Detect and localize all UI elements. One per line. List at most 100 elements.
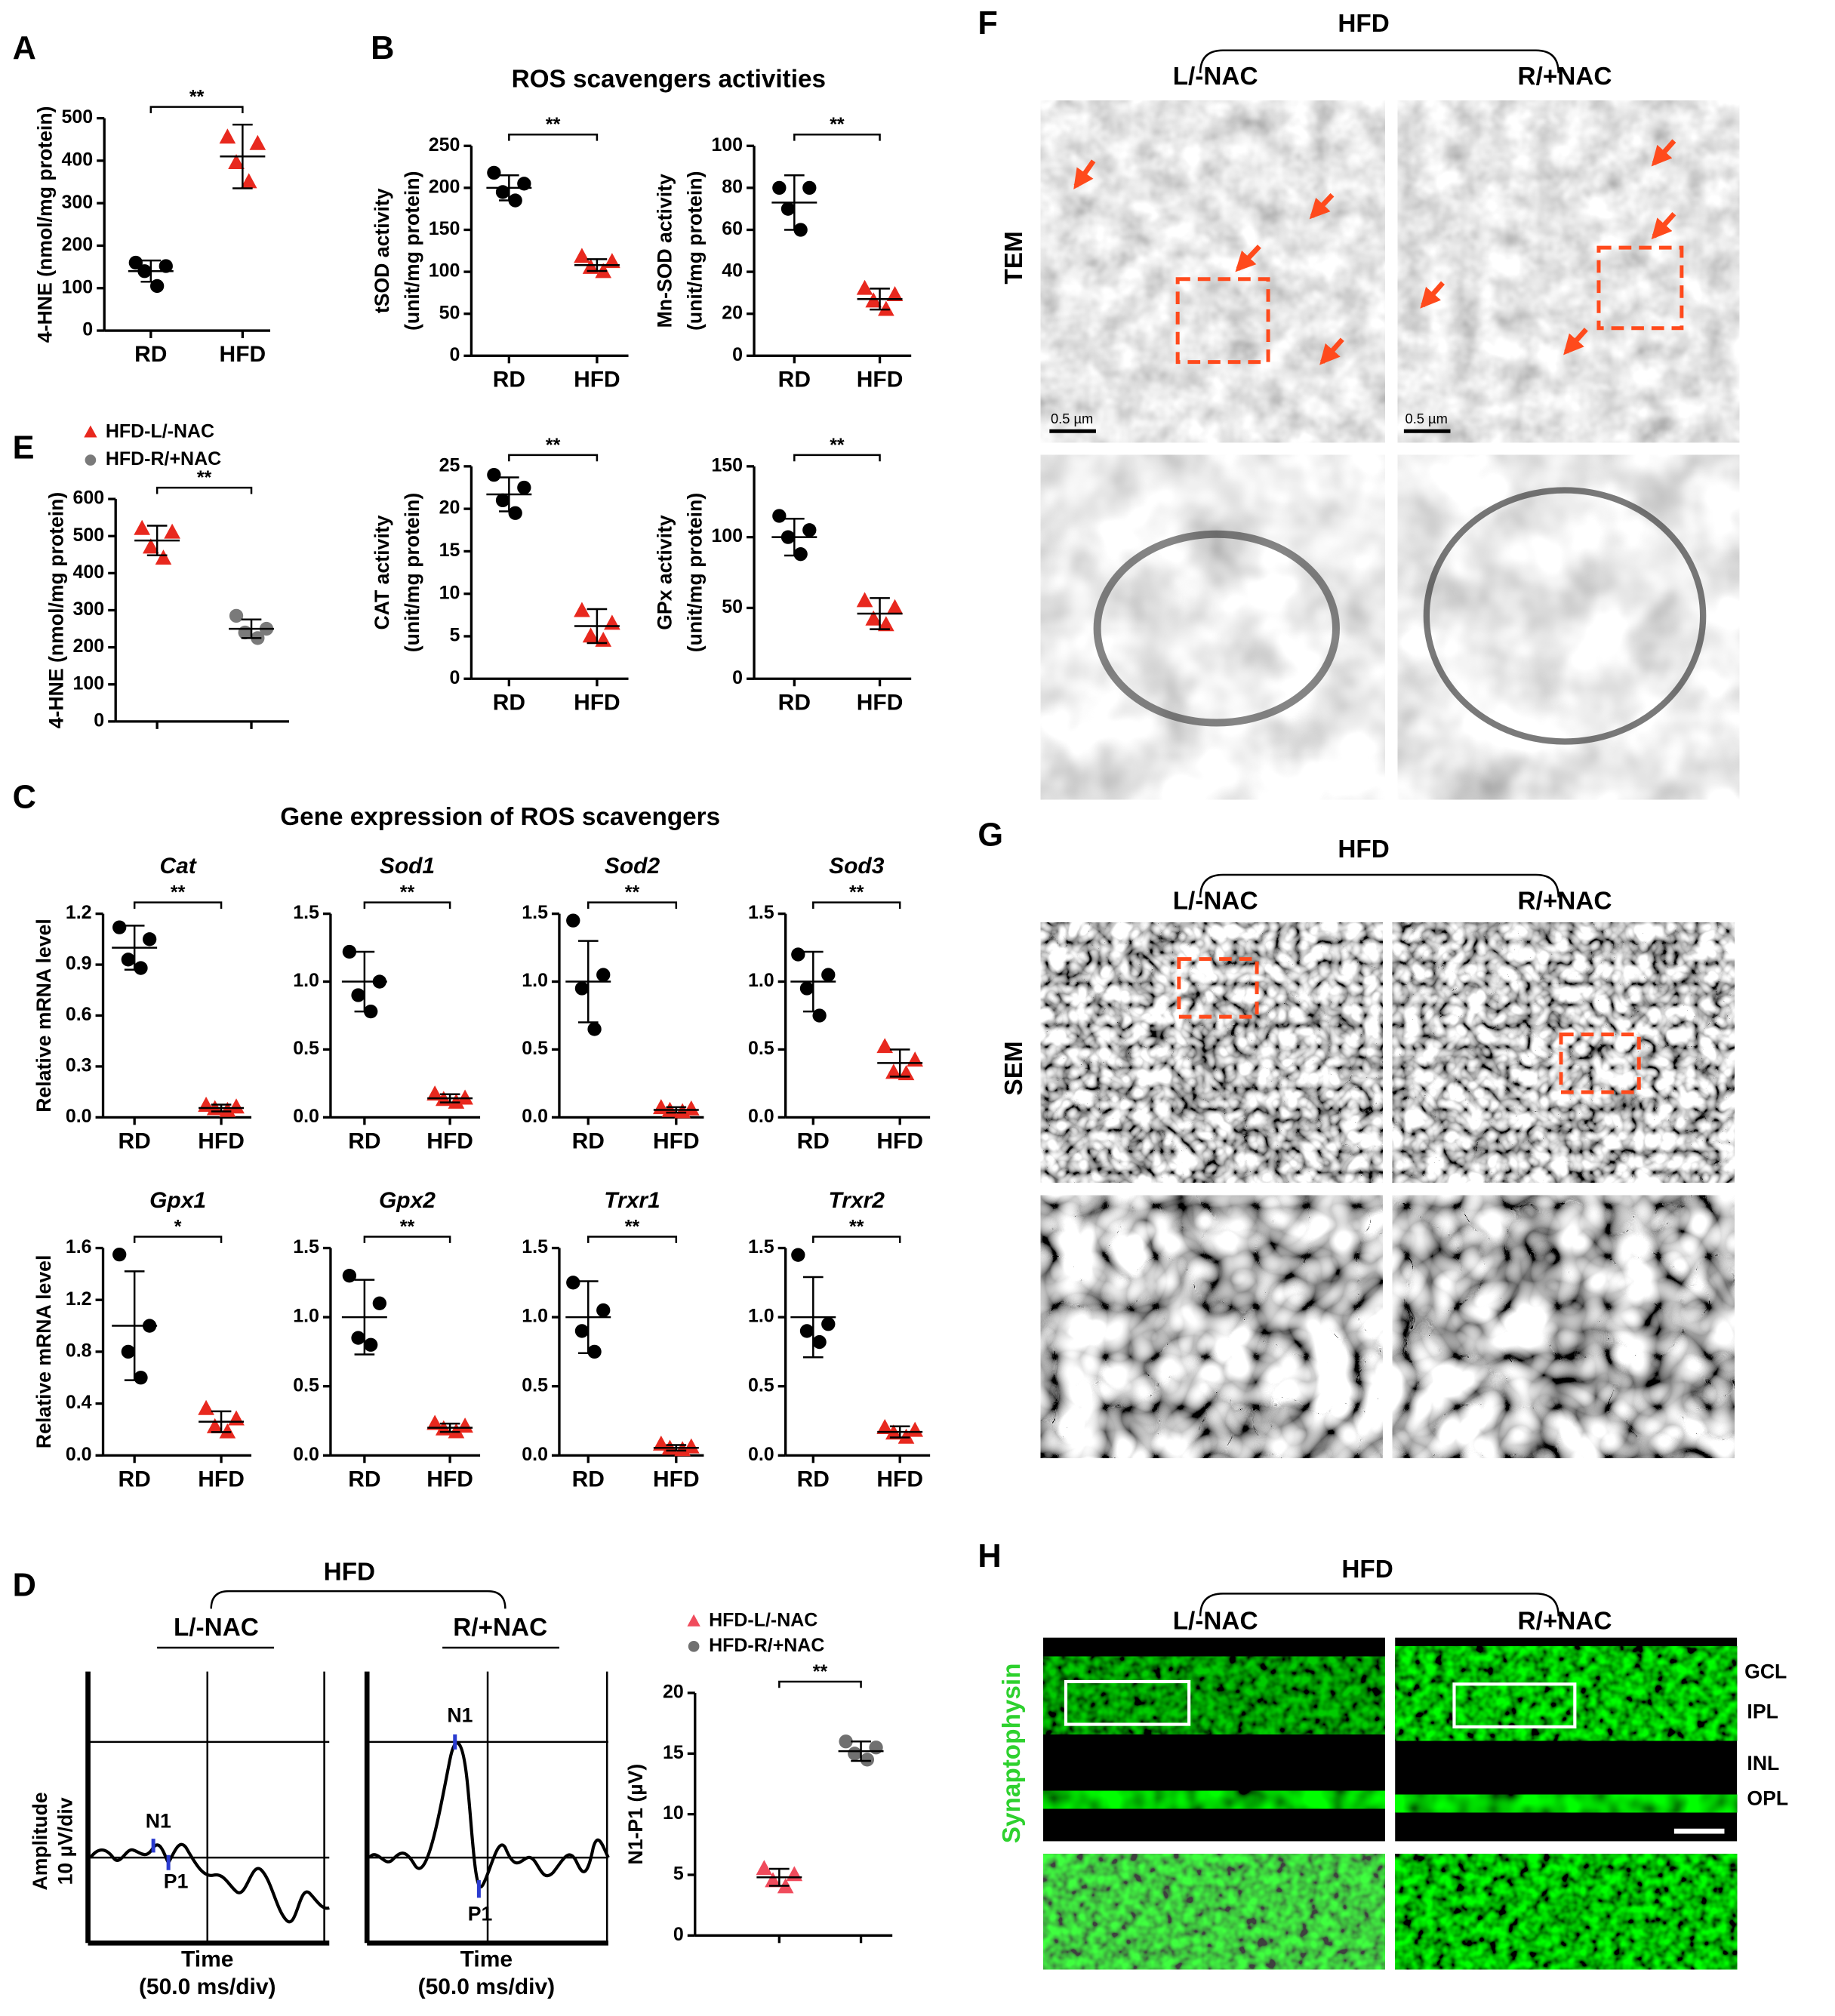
- x-tick-label: RD: [348, 1129, 380, 1154]
- y-axis-label: tSOD activity: [371, 188, 393, 313]
- y-axis-label: Relative mRNA level: [32, 919, 55, 1113]
- data-point: [228, 154, 245, 170]
- y-tick-label: 20: [439, 497, 460, 519]
- significance-label: **: [171, 882, 186, 903]
- y-tick-label: 10: [439, 582, 460, 603]
- y-axis-label: GPx activity: [654, 515, 676, 630]
- significance-label: **: [830, 435, 845, 456]
- condition-label: L/-NAC: [1173, 1608, 1258, 1636]
- significance-label: **: [400, 1216, 415, 1237]
- data-point: [886, 599, 904, 614]
- y-tick-label: 1.5: [522, 1236, 548, 1257]
- significance-bracket: [155, 486, 253, 494]
- data-point: [448, 1423, 465, 1439]
- data-point: [128, 255, 143, 270]
- y-tick-label: 5: [673, 1864, 684, 1885]
- data-point: [765, 1872, 781, 1888]
- y-tick-label: 0: [94, 709, 104, 731]
- x-tick-label: RD: [493, 690, 525, 715]
- y-tick-label: 0.3: [66, 1055, 92, 1076]
- y-tick-label: 1.5: [748, 902, 774, 923]
- x-tick-label: HFD: [426, 1467, 473, 1491]
- y-tick-label: 150: [711, 454, 743, 476]
- y-tick-label: 0.9: [66, 953, 92, 974]
- data-point: [159, 259, 173, 273]
- y-tick-label: 0: [82, 319, 93, 340]
- x-tick-label: HFD: [857, 368, 904, 392]
- data-point: [142, 932, 157, 946]
- x-tick-label: RD: [134, 342, 167, 367]
- y-tick-label: 0.8: [66, 1340, 92, 1361]
- data-point: [878, 300, 894, 316]
- y-tick-label: 250: [429, 134, 460, 155]
- data-point: [206, 1417, 223, 1433]
- data-point: [772, 180, 787, 195]
- x-tick-label: HFD: [574, 368, 620, 392]
- group-title: Gene expression of ROS scavengers: [280, 803, 720, 831]
- bracket: [1199, 49, 1559, 73]
- y-tick-label: 0: [450, 667, 460, 688]
- chart-title: Sod2: [605, 854, 660, 879]
- legend-marker: [688, 1641, 700, 1652]
- data-point: [112, 920, 127, 934]
- y-tick-label: 400: [62, 149, 94, 171]
- y-tick-label: 25: [439, 454, 460, 476]
- y-tick-label: 100: [62, 276, 94, 297]
- data-point: [228, 1098, 245, 1114]
- data-point: [865, 610, 882, 626]
- chart-title: Trxr1: [604, 1188, 660, 1213]
- axis-label: Time: [181, 1947, 233, 1972]
- peak-label: P1: [468, 1903, 493, 1925]
- data-point: [793, 547, 808, 562]
- data-point: [142, 538, 159, 554]
- data-point: [791, 947, 805, 962]
- chart-title: Sod1: [380, 854, 435, 879]
- x-tick-label: HFD: [876, 1129, 923, 1154]
- x-tick-label: RD: [797, 1129, 830, 1154]
- legend-label: HFD-R/+NAC: [106, 448, 221, 469]
- data-point: [351, 1331, 365, 1345]
- condition-label: R/+NAC: [1518, 887, 1612, 915]
- y-tick-label: 100: [429, 260, 460, 282]
- x-tick-label: HFD: [220, 342, 266, 367]
- y-tick-label: 0.5: [522, 1374, 548, 1396]
- data-point: [448, 1093, 465, 1109]
- data-point: [582, 627, 599, 643]
- x-tick-label: HFD: [198, 1467, 245, 1491]
- data-point: [364, 1337, 378, 1352]
- x-tick-label: HFD: [653, 1467, 700, 1491]
- condition-label: R/+NAC: [1518, 1608, 1612, 1636]
- y-axis-label: Mn-SOD activity: [654, 174, 676, 328]
- y-tick-label: 1.0: [293, 970, 319, 991]
- y-tick-label: 0.4: [66, 1392, 92, 1413]
- significance-bracket: [587, 1236, 678, 1243]
- group-label: HFD: [324, 1559, 375, 1587]
- data-point: [155, 549, 172, 565]
- significance-label: **: [189, 87, 205, 108]
- data-point: [566, 1276, 580, 1290]
- chart-title: Gpx1: [149, 1188, 206, 1213]
- x-tick-label: RD: [493, 368, 525, 392]
- layer-label: OPL: [1747, 1787, 1788, 1810]
- data-point: [791, 1248, 805, 1262]
- data-point: [907, 1421, 923, 1437]
- y-tick-label: 0.0: [66, 1444, 92, 1465]
- x-tick-label: RD: [348, 1467, 380, 1491]
- y-tick-label: 80: [722, 176, 743, 197]
- y-tick-label: 1.0: [748, 970, 774, 991]
- y-axis-label: N1-P1 (µV): [624, 1764, 647, 1865]
- data-point: [164, 523, 180, 539]
- group-label: HFD: [1338, 10, 1389, 38]
- x-tick-label: HFD: [653, 1129, 700, 1154]
- significance-label: **: [546, 114, 561, 135]
- y-tick-label: 0.5: [293, 1038, 319, 1059]
- y-tick-label: 500: [62, 106, 94, 128]
- y-tick-label: 0.5: [522, 1038, 548, 1059]
- data-point: [240, 173, 257, 189]
- data-point: [682, 1438, 700, 1454]
- data-point: [587, 1022, 602, 1036]
- data-point: [856, 592, 873, 608]
- panel-letter: G: [978, 817, 1003, 853]
- data-point: [772, 509, 787, 523]
- data-point: [342, 944, 357, 959]
